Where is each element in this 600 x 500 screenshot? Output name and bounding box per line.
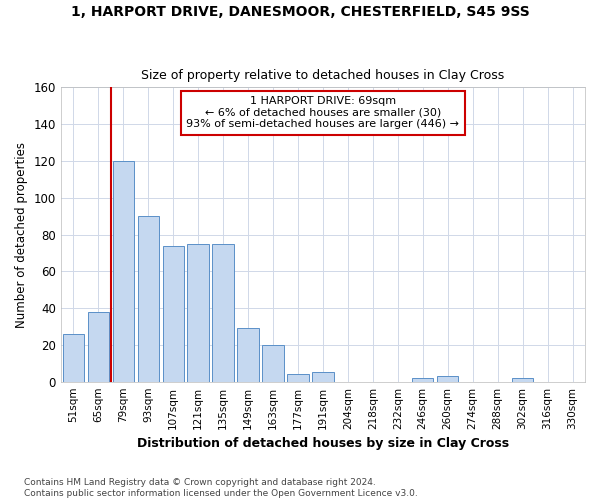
- Text: 1 HARPORT DRIVE: 69sqm
← 6% of detached houses are smaller (30)
93% of semi-deta: 1 HARPORT DRIVE: 69sqm ← 6% of detached …: [187, 96, 460, 130]
- Y-axis label: Number of detached properties: Number of detached properties: [15, 142, 28, 328]
- Bar: [113, 161, 134, 382]
- Bar: [512, 378, 533, 382]
- X-axis label: Distribution of detached houses by size in Clay Cross: Distribution of detached houses by size …: [137, 437, 509, 450]
- Bar: [62, 334, 84, 382]
- Bar: [312, 372, 334, 382]
- Bar: [262, 345, 284, 382]
- Bar: [287, 374, 308, 382]
- Text: Contains HM Land Registry data © Crown copyright and database right 2024.
Contai: Contains HM Land Registry data © Crown c…: [24, 478, 418, 498]
- Text: 1, HARPORT DRIVE, DANESMOOR, CHESTERFIELD, S45 9SS: 1, HARPORT DRIVE, DANESMOOR, CHESTERFIEL…: [71, 5, 529, 19]
- Bar: [412, 378, 433, 382]
- Bar: [88, 312, 109, 382]
- Bar: [212, 244, 233, 382]
- Bar: [238, 328, 259, 382]
- Bar: [163, 246, 184, 382]
- Bar: [137, 216, 159, 382]
- Bar: [187, 244, 209, 382]
- Title: Size of property relative to detached houses in Clay Cross: Size of property relative to detached ho…: [141, 69, 505, 82]
- Bar: [437, 376, 458, 382]
